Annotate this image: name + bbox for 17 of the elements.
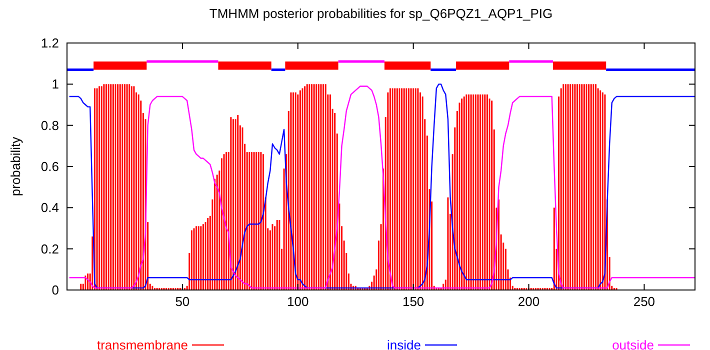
x-tick-label: 100 bbox=[287, 294, 309, 309]
x-tick-label: 150 bbox=[402, 294, 424, 309]
legend-label: transmembrane bbox=[96, 338, 188, 350]
y-tick-label: 0 bbox=[52, 282, 59, 298]
legend-label: inside bbox=[387, 338, 421, 350]
x-tick-label: 50 bbox=[175, 294, 190, 309]
x-tick-label: 200 bbox=[518, 294, 540, 309]
y-tick-label: 1 bbox=[52, 76, 59, 92]
y-tick-label: 0.8 bbox=[40, 118, 59, 133]
y-tick-label: 0.4 bbox=[40, 200, 59, 216]
legend-label: outside bbox=[612, 338, 654, 350]
y-axis-title: probability bbox=[8, 136, 23, 196]
y-tick-label: 0.6 bbox=[40, 159, 59, 174]
y-tick-label: 0.2 bbox=[40, 241, 59, 256]
chart-title: TMHMM posterior probabilities for sp_Q6PQZ1_AQP1_PIG bbox=[209, 6, 553, 21]
y-tick-label: 1.2 bbox=[40, 36, 59, 51]
x-tick-label: 250 bbox=[633, 294, 656, 309]
